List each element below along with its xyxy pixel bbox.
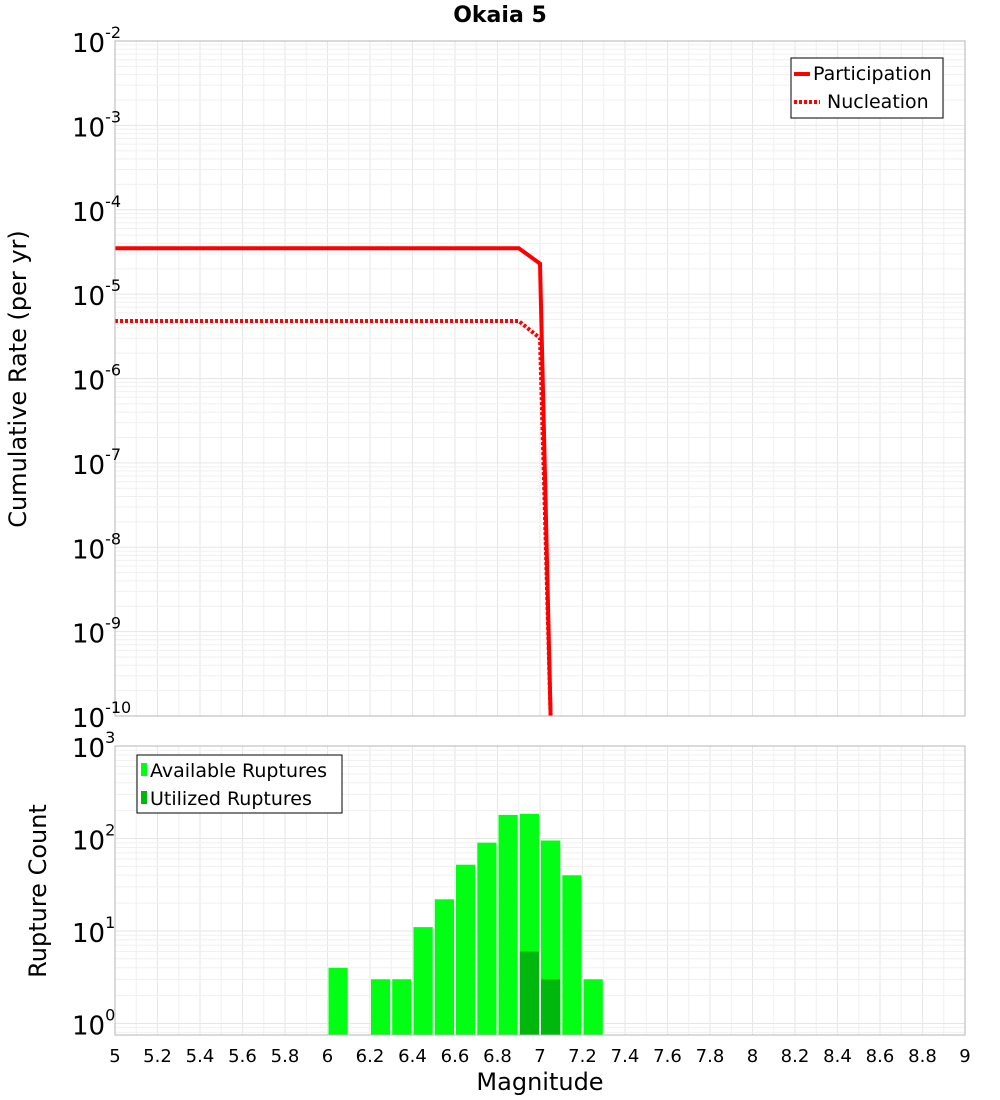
magnitude-x-tick-label: 6.8 [483,1046,512,1067]
count-plot-frame [114,745,966,1036]
available-ruptures-bar [371,979,391,1035]
count-y-tick-label: 101 [72,913,115,949]
rate-y-tick-label: 10-8 [72,529,121,565]
magnitude-x-tick-label: 8.4 [823,1046,852,1067]
rate-legend: Participation Nucleation [790,57,944,119]
participation-legend-label: Participation [813,63,932,85]
utilized-ruptures-bar [519,951,540,1035]
magnitude-x-tick-label: 8.2 [781,1046,810,1067]
rate-y-tick-label: 10-7 [72,445,121,481]
count-legend: Available Ruptures Utilized Ruptures [136,754,343,814]
available-ruptures-bar [413,927,433,1035]
magnitude-x-tick-label: 6 [322,1046,333,1067]
magnitude-x-tick-label: 8.6 [866,1046,895,1067]
magnitude-x-tick-label: 5.8 [271,1046,300,1067]
magnitude-x-tick-label: 5 [109,1046,120,1067]
rate-y-ticks: 10-10 10-9 10-8 10-7 10-6 10-5 10-4 10-3 10-2 [72,23,131,734]
rate-plot-frame [114,40,966,717]
count-y-tick-label: 100 [72,1005,115,1041]
available-legend-swatch [141,763,147,776]
available-ruptures-bar [434,899,454,1035]
magnitude-x-tick-label: 7.6 [653,1046,682,1067]
rate-y-axis-label: Cumulative Rate (per yr) [4,230,32,528]
count-legend-box [136,754,343,814]
rate-y-tick-label: 10-3 [72,107,121,143]
chart-title: Okaia 5 [453,3,547,28]
available-ruptures-bar [562,875,582,1035]
available-ruptures-bar [477,842,497,1035]
available-ruptures-bar [583,979,603,1035]
count-plot: 100 101 102 103 5 5.2 5.4 5.6 5.8 6 6.2 6.4 6.6 6.8 7… [24,728,971,1096]
magnitude-x-tick-label: 6.4 [398,1046,427,1067]
magnitude-x-tick-label: 6.2 [356,1046,385,1067]
rate-y-tick-label: 10-2 [72,23,121,59]
available-ruptures-bar [328,967,348,1035]
magnitude-x-tick-label: 9 [959,1046,970,1067]
magnitude-x-tick-label: 6.6 [441,1046,470,1067]
rate-y-tick-label: 10-6 [72,361,121,397]
count-y-ticks: 100 101 102 103 [72,728,115,1041]
available-ruptures-bar [456,864,476,1035]
magnitude-x-tick-label: 8 [747,1046,758,1067]
magnitude-x-ticks: 5 5.2 5.4 5.6 5.8 6 6.2 6.4 6.6 6.8 7 7.2 7.4 7.6 7.8 8… [109,1046,970,1067]
available-ruptures-bar [498,814,518,1035]
count-y-tick-label: 102 [72,820,115,856]
magnitude-x-tick-label: 7 [534,1046,545,1067]
rate-y-tick-label: 10-10 [72,698,131,734]
magnitude-x-tick-label: 5.6 [228,1046,257,1067]
magnitude-x-tick-label: 7.8 [696,1046,725,1067]
rate-plot: 10-10 10-9 10-8 10-7 10-6 10-5 10-4 10-3 10-2 Cu… [4,23,966,734]
utilized-legend-label: Utilized Ruptures [150,788,312,810]
rate-y-tick-label: 10-5 [72,276,121,312]
available-ruptures-bar [392,979,412,1035]
magnitude-x-tick-label: 7.2 [568,1046,597,1067]
magnitude-x-tick-label: 7.4 [611,1046,640,1067]
magnitude-x-tick-label: 8.8 [908,1046,937,1067]
magnitude-x-axis-label: Magnitude [476,1068,603,1096]
utilized-legend-swatch [141,791,147,804]
available-legend-label: Available Ruptures [150,760,327,782]
magnitude-x-tick-label: 5.4 [186,1046,215,1067]
count-y-axis-label: Rupture Count [24,804,52,978]
rate-y-tick-label: 10-4 [72,192,121,228]
rate-legend-box [790,57,944,119]
nucleation-legend-label: Nucleation [827,91,929,113]
magnitude-x-tick-label: 5.2 [143,1046,172,1067]
count-plot-bars [328,813,603,1035]
rate-plot-lines [115,246,553,717]
count-y-tick-label: 103 [72,728,115,764]
nucleation-line [115,319,553,717]
utilized-ruptures-bar [541,979,561,1035]
rate-y-tick-label: 10-9 [72,614,121,650]
